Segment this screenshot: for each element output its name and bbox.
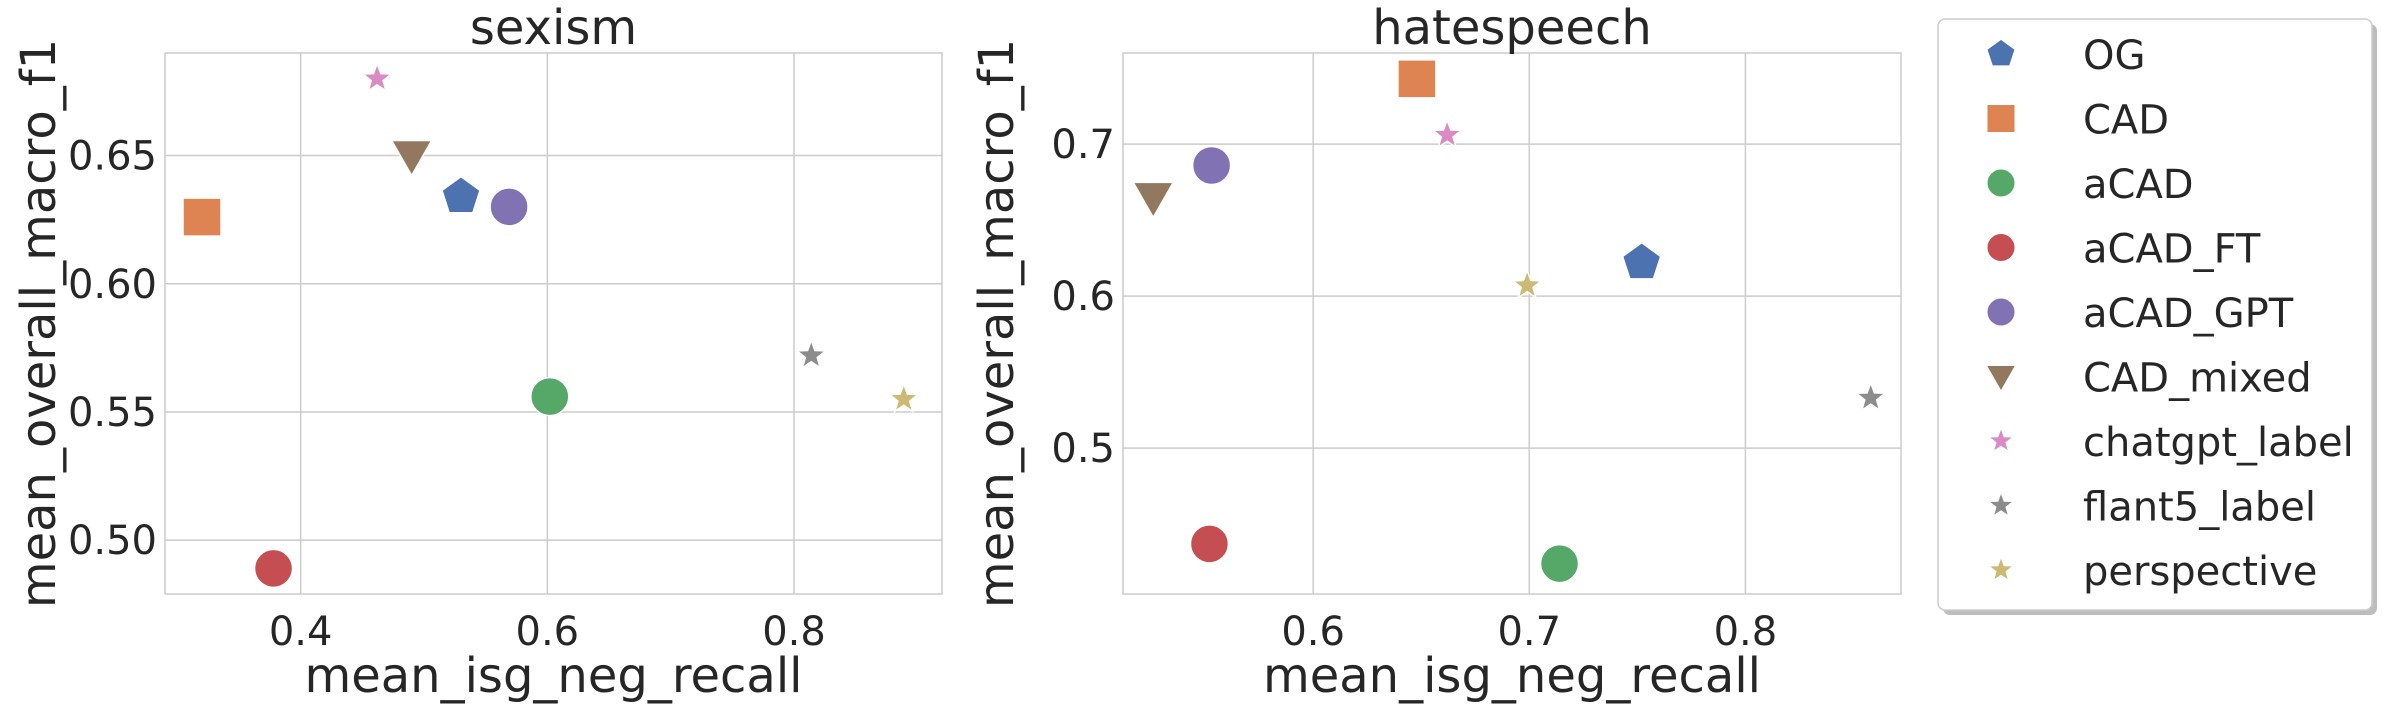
legend-item-acad-ft: aCAD_FT <box>1986 227 2261 273</box>
legend-box <box>1937 18 2373 611</box>
legend-label: aCAD_GPT <box>2083 291 2294 337</box>
point-cad-mixed <box>1131 181 1175 219</box>
y-tick-label: 0.5 <box>1051 426 1115 472</box>
legend-marker <box>1986 168 2016 198</box>
legend-marker <box>1986 425 2016 454</box>
legend-item-perspective: perspective <box>1986 549 2317 595</box>
y-tick-label: 0.50 <box>68 518 157 564</box>
legend-item-cad-mixed: CAD_mixed <box>1984 356 2312 402</box>
legend-marker <box>1986 232 2016 263</box>
tick-labels: 0.4 0.6 0.8 0.50 0.55 0.60 0.65 <box>68 134 826 655</box>
hatespeech-panel: 0.6 0.7 0.8 0.5 0.6 0.7 hatespeech mean_isg_n… <box>969 0 1902 704</box>
legend-label: CAD <box>2083 98 2169 144</box>
x-tick-label: 0.4 <box>269 609 333 655</box>
x-tick-label: 0.8 <box>1714 609 1778 655</box>
x-tick-label: 0.6 <box>1281 609 1345 655</box>
point-acad-ft <box>253 548 294 589</box>
scatter-points <box>182 61 921 589</box>
y-tick-label: 0.6 <box>1051 274 1115 320</box>
point-og <box>1621 241 1662 280</box>
legend-marker <box>1985 38 2017 67</box>
legend-marker <box>1986 554 2016 583</box>
point-cad-mixed <box>390 139 433 178</box>
legend-item-acad-gpt: aCAD_GPT <box>1986 291 2294 337</box>
point-perspective <box>887 381 921 414</box>
point-cad <box>1397 59 1437 99</box>
chart-title: sexism <box>470 0 637 56</box>
y-tick-label: 0.65 <box>68 134 157 180</box>
sexism-panel: 0.4 0.6 0.8 0.50 0.55 0.60 0.65 sexism mean_is… <box>11 0 943 704</box>
y-tick-label: 0.55 <box>68 390 157 436</box>
legend-item-acad: aCAD <box>1986 162 2194 208</box>
point-cad <box>182 197 222 237</box>
plot-frame <box>164 52 943 595</box>
point-og <box>441 175 481 214</box>
point-acad <box>1539 543 1580 584</box>
plot-area <box>1123 53 1901 594</box>
x-tick-label: 0.8 <box>762 609 826 655</box>
legend-items: OG CAD aCAD aCAD_FT aCAD_GPT CAD_mixedchatgpt… <box>1984 33 2354 595</box>
legend-item-chatgpt-label: chatgpt_label <box>1986 420 2354 466</box>
x-tick-label: 0.7 <box>1497 609 1561 655</box>
legend-label: flant5_label <box>2083 485 2316 531</box>
y-tick-label: 0.60 <box>68 262 157 308</box>
point-acad-gpt <box>1191 145 1232 186</box>
point-flant5-label <box>794 338 828 370</box>
plot-area <box>165 53 942 594</box>
legend-label: CAD_mixed <box>2083 356 2312 402</box>
tick-labels: 0.6 0.7 0.8 0.5 0.6 0.7 <box>1051 122 1777 655</box>
x-tick-label: 0.6 <box>516 609 580 655</box>
point-chatgpt-label <box>360 61 394 93</box>
x-axis-label: mean_isg_neg_recall <box>1263 648 1761 704</box>
legend-label: perspective <box>2083 549 2317 595</box>
legend-item-og: OG <box>1985 33 2145 79</box>
y-axis-label: mean_overall_macro_f1 <box>969 39 1025 608</box>
x-axis-label: mean_isg_neg_recall <box>304 648 802 704</box>
point-flant5-label <box>1854 380 1888 412</box>
point-acad <box>530 376 570 417</box>
legend: OG CAD aCAD aCAD_FT aCAD_GPT CAD_mixedchatgpt… <box>1937 18 2377 615</box>
y-tick-label: 0.7 <box>1051 122 1115 168</box>
legend-label: aCAD_FT <box>2083 227 2261 273</box>
legend-marker <box>1984 364 2018 394</box>
legend-item-cad: CAD <box>1986 98 2169 144</box>
legend-label: aCAD <box>2083 162 2194 208</box>
legend-label: chatgpt_label <box>2083 420 2354 466</box>
scatter-points <box>1131 59 1888 584</box>
point-perspective <box>1510 268 1544 300</box>
legend-label: OG <box>2083 33 2145 79</box>
point-acad-ft <box>1189 524 1230 564</box>
y-axis-label: mean_overall_macro_f1 <box>11 39 67 608</box>
legend-marker <box>1986 297 2016 327</box>
legend-marker <box>1986 489 2016 519</box>
legend-item-flant5-label: flant5_label <box>1986 485 2316 531</box>
chart-title: hatespeech <box>1372 0 1652 56</box>
point-chatgpt-label <box>1430 117 1464 149</box>
gridlines <box>1123 53 1901 594</box>
point-acad-gpt <box>489 187 529 227</box>
legend-marker <box>1986 103 2016 134</box>
plot-frame <box>1122 52 1902 595</box>
